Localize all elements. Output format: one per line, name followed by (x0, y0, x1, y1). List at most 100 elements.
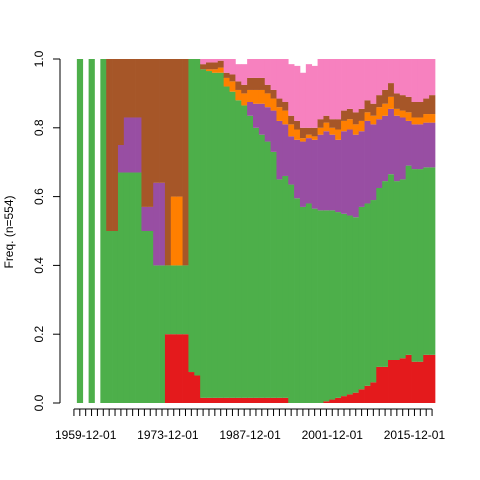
bar-segment-purple (393, 115, 401, 182)
x-tick-label: 2015-12-01 (384, 428, 446, 442)
bar-segment-green (323, 210, 330, 402)
bar-segment-pink (217, 59, 224, 61)
bar-segment-green (382, 181, 389, 367)
bar-segment-pink (358, 59, 365, 109)
bar-segment-orange (253, 89, 260, 104)
bar-segment-orange (282, 110, 289, 125)
bar-segment-purple (341, 131, 348, 214)
bar-segment-pink (382, 59, 389, 90)
bar-segment-orange (358, 120, 365, 132)
bar-segment-pink (364, 59, 371, 101)
bar-segment-green (170, 265, 178, 335)
bar-segment-red (176, 334, 183, 403)
y-tick-label: 0.2 (32, 326, 46, 343)
bar-segment-green (305, 203, 313, 403)
bar-segment-brown (129, 59, 136, 118)
bar-segment-green (164, 265, 172, 335)
bar-segment-green (341, 213, 348, 397)
bar-segment-orange (341, 120, 348, 132)
bar-segment-purple (147, 206, 154, 231)
bar-segment-brown (282, 102, 289, 111)
bar-segment-green (364, 203, 371, 386)
bar-segment-orange (211, 69, 219, 73)
bar-segment-brown (341, 110, 348, 121)
bar-segment-brown (117, 59, 125, 145)
bar-segment-brown (123, 59, 131, 118)
bar-segment-orange (276, 107, 283, 121)
bar-segment-green (393, 181, 401, 360)
bar-segment-pink (329, 59, 336, 120)
bar-segment-pink (282, 59, 289, 102)
bar-segment-pink (346, 59, 354, 109)
bar-segment-brown (223, 72, 230, 78)
bar-segment-red (170, 334, 178, 403)
bar-segment-green (376, 188, 383, 367)
bar-segment-red (411, 361, 418, 403)
bar-segment-green (388, 174, 395, 360)
bar-segment-brown (317, 119, 324, 128)
bar-segment-red (217, 397, 224, 403)
bar-segment-brown (247, 77, 254, 90)
bar-segment-orange (206, 69, 213, 72)
bar-segment-purple (376, 119, 383, 188)
bar-segment-pink (341, 59, 348, 111)
bar-segment-orange (382, 103, 389, 116)
bar-segment-orange (264, 93, 271, 108)
bar-segment-pink (211, 59, 219, 63)
bar-segment-pink (229, 59, 236, 75)
bar-segment-pink (323, 59, 330, 116)
bar-segment-purple (153, 182, 160, 266)
bar-segment-orange (399, 110, 406, 118)
bar-segment-green (423, 167, 430, 355)
bar-segment-orange (393, 108, 401, 116)
bar-segment-orange (294, 129, 301, 140)
bar-segment-green (182, 265, 189, 335)
bar-segment-pink (411, 59, 418, 102)
bar-segment-pink (388, 59, 395, 84)
bar-segment-orange (411, 117, 418, 125)
bar-segment-orange (229, 81, 236, 92)
bar-segment-brown (311, 127, 318, 137)
bar-segment-brown (358, 108, 365, 121)
bar-segment-green (247, 115, 254, 398)
y-tick-label: 0.8 (32, 119, 46, 136)
bar-segment-orange (235, 89, 242, 101)
bar-segment-orange (288, 124, 295, 137)
bar-segment-purple (129, 117, 136, 173)
bar-segment-red (276, 397, 283, 403)
y-tick-label: 0.4 (32, 257, 46, 274)
bar-segment-green (294, 198, 301, 403)
bar-segment-pink (399, 59, 406, 96)
bar-segment-red (270, 397, 277, 403)
bar-segment-orange (223, 77, 230, 87)
bar-segment-red (399, 358, 406, 403)
bar-segment-brown (217, 60, 224, 68)
bar-segment-purple (264, 107, 271, 142)
bar-segment-pink (206, 59, 213, 63)
bar-segment-red (352, 392, 360, 403)
bar-segment-orange (323, 122, 330, 132)
x-tick-label: 2001-12-01 (302, 428, 364, 442)
bar-segment-green (335, 212, 342, 398)
bar-segment-red (393, 360, 401, 403)
bar-segment-purple (135, 117, 142, 173)
bar-segment-red (423, 354, 430, 403)
bar-segment-orange (305, 134, 313, 139)
bar-segment-brown (382, 89, 389, 104)
bar-segment-pink (223, 59, 230, 73)
bar-segment-purple (253, 103, 260, 128)
bar-segment-purple (423, 122, 430, 168)
bar-segment-orange (258, 89, 266, 104)
x-tick-label: 1987-12-01 (219, 428, 281, 442)
x-tick-label: 1959-12-01 (55, 428, 117, 442)
bar-segment-green (311, 208, 318, 403)
bar-segment-orange (364, 112, 371, 121)
bar-segment-brown (329, 119, 336, 128)
bar-segment-brown (200, 64, 207, 70)
bar-segment-red (417, 361, 424, 403)
bar-segment-orange (170, 196, 178, 266)
bar-segment-brown (323, 115, 330, 123)
bar-segment-green (153, 265, 160, 403)
bar-segment-pink (247, 59, 254, 78)
